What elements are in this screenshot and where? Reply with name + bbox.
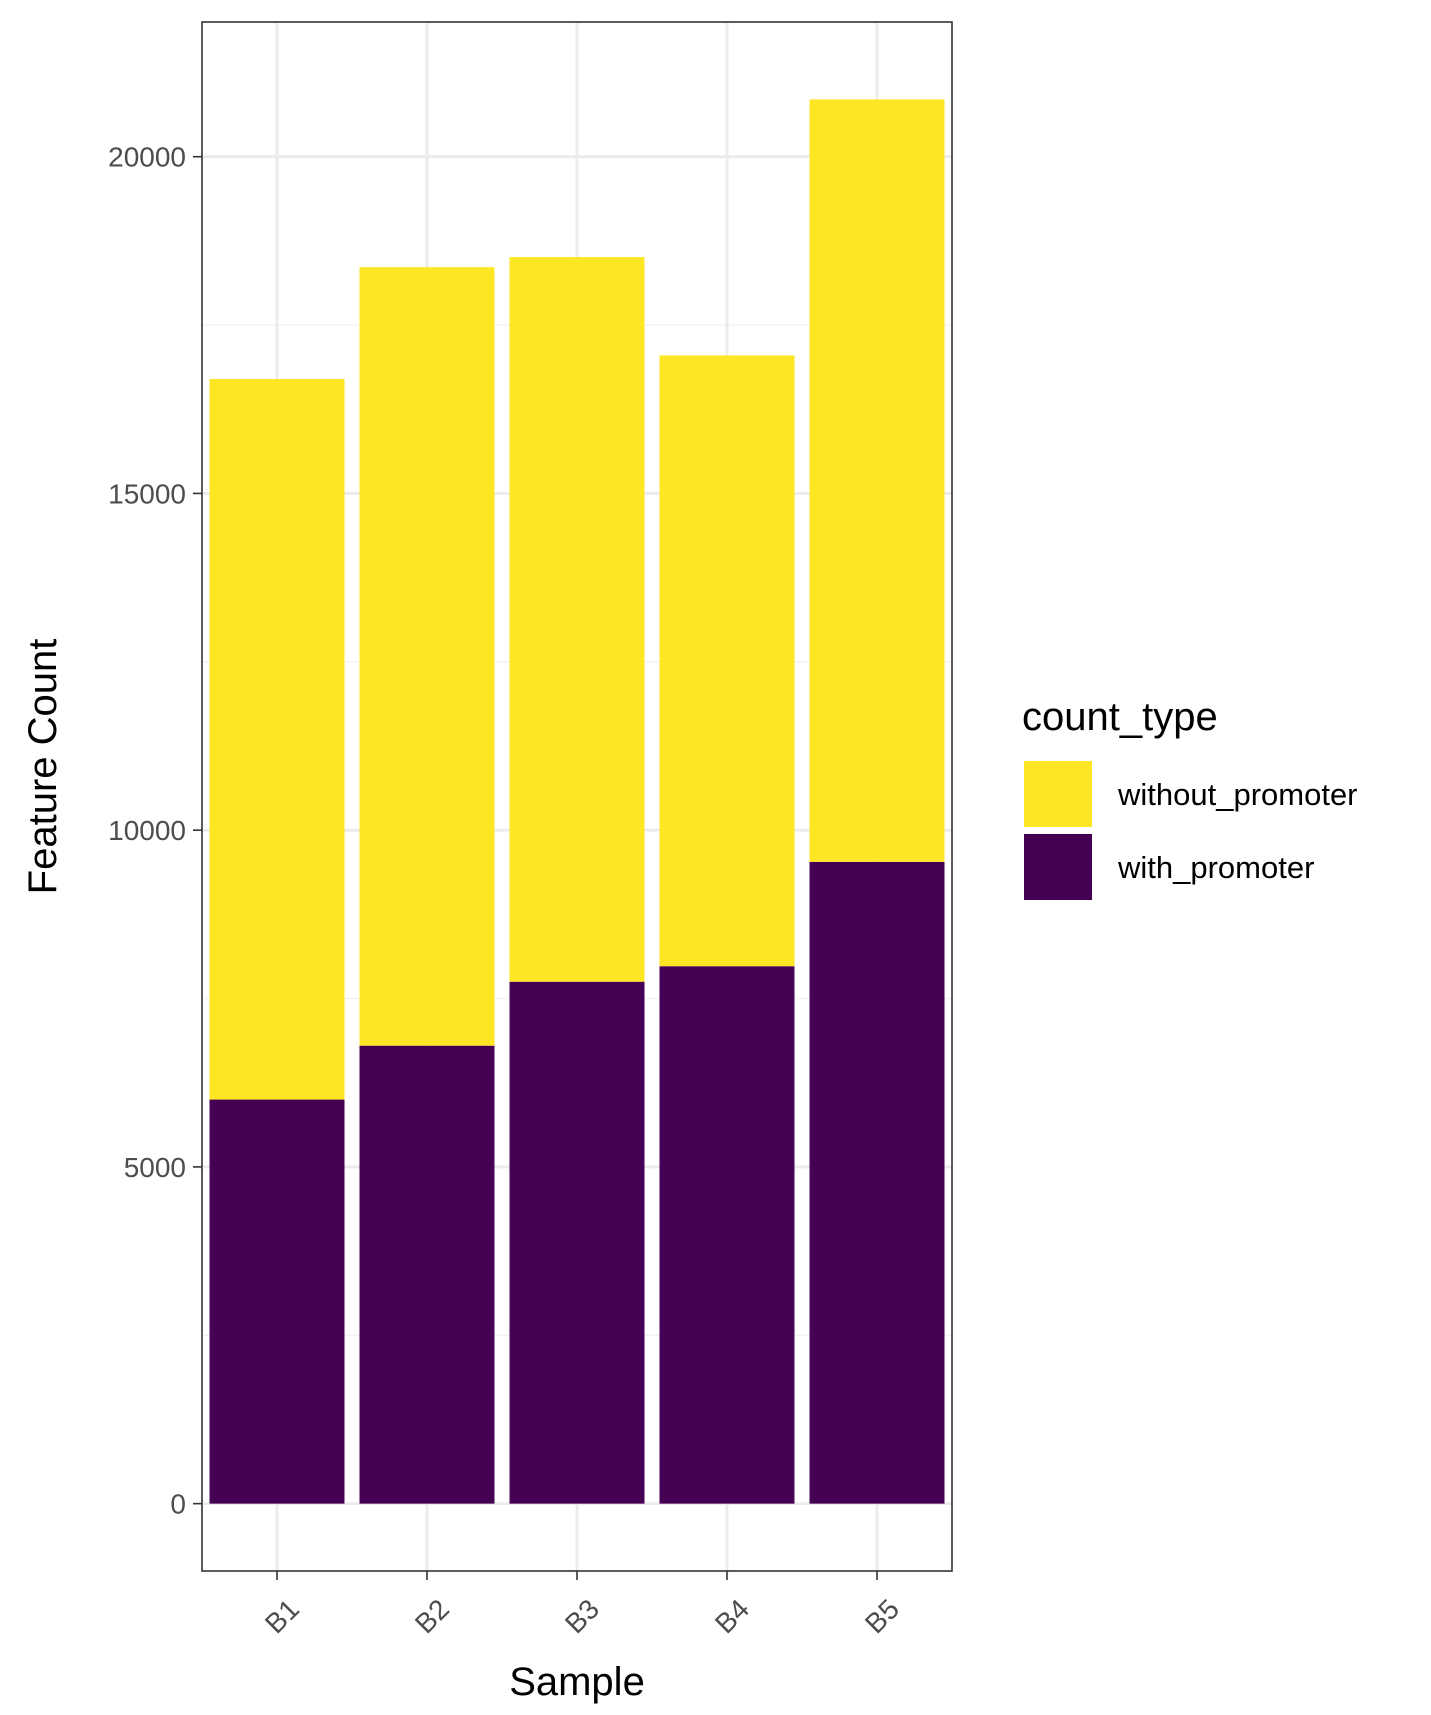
bar-without_promoter-B5 bbox=[809, 99, 945, 862]
bar-with_promoter-B3 bbox=[509, 981, 645, 1504]
legend: count_type without_promoter with_promoter bbox=[1022, 695, 1358, 900]
bar-without_promoter-B1 bbox=[209, 378, 345, 1100]
bar-with_promoter-B5 bbox=[809, 861, 945, 1504]
bar-without_promoter-B4 bbox=[659, 355, 795, 967]
y-tick-label: 0 bbox=[170, 1489, 186, 1520]
bar-without_promoter-B2 bbox=[359, 267, 495, 1046]
y-axis-title: Feature Count bbox=[21, 639, 65, 895]
y-tick-label: 10000 bbox=[108, 815, 186, 846]
y-tick-label: 15000 bbox=[108, 478, 186, 509]
bar-with_promoter-B2 bbox=[359, 1045, 495, 1504]
y-tick-label: 20000 bbox=[108, 142, 186, 173]
bars bbox=[209, 99, 945, 1504]
legend-title: count_type bbox=[1022, 695, 1218, 739]
x-axis-title: Sample bbox=[509, 1660, 645, 1704]
legend-key-with_promoter bbox=[1024, 834, 1092, 900]
legend-label-with_promoter: with_promoter bbox=[1117, 850, 1314, 885]
y-axis-ticks: 0 5000 10000 15000 20000 bbox=[108, 142, 202, 1520]
bar-with_promoter-B4 bbox=[659, 966, 795, 1504]
y-tick-label: 5000 bbox=[124, 1152, 186, 1183]
legend-label-without_promoter: without_promoter bbox=[1117, 777, 1358, 812]
bar-without_promoter-B3 bbox=[509, 257, 645, 982]
legend-key-without_promoter bbox=[1024, 761, 1092, 827]
bar-with_promoter-B1 bbox=[209, 1099, 345, 1504]
